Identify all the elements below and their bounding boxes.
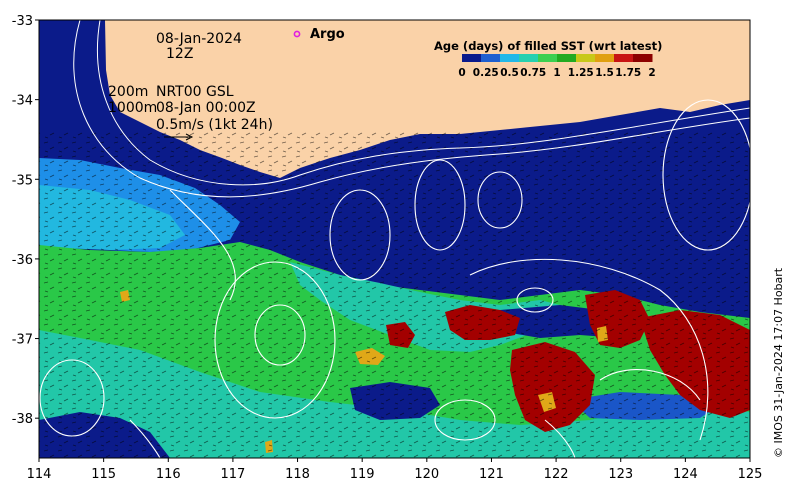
legend-color-swatch <box>519 54 539 62</box>
lon-tick-label: 121 <box>479 467 504 482</box>
legend-color-swatch <box>538 54 558 62</box>
lon-tick-label: 123 <box>608 467 633 482</box>
time-label: 12Z <box>166 46 193 62</box>
legend-tick-label: 1 <box>553 67 560 79</box>
latitude-axis: -33 -34 -35 -36 -37 -38 <box>12 14 39 427</box>
legend-colorbar <box>462 54 653 62</box>
lat-tick-label: -36 <box>12 253 33 268</box>
legend-tick-label: 1.75 <box>615 67 641 79</box>
product-time-label: 08-Jan 00:00Z <box>156 100 256 116</box>
legend-tick-label: 0 <box>458 67 465 79</box>
legend-tick-label: 2 <box>648 67 655 79</box>
depth-200-label: 200m <box>108 84 148 100</box>
lon-tick-label: 115 <box>91 467 116 482</box>
map-frame <box>38 19 751 459</box>
legend-color-swatch <box>481 54 501 62</box>
legend-color-swatch <box>462 54 482 62</box>
velocity-scale-arrow-icon <box>164 133 194 141</box>
velocity-vectors-field <box>39 130 750 458</box>
lon-tick-label: 125 <box>738 467 763 482</box>
lat-tick-label: -37 <box>12 333 33 348</box>
product-label: NRT00 GSL <box>156 84 234 100</box>
legend-tick-label: 0.75 <box>520 67 546 79</box>
legend-tick-label: 1.5 <box>595 67 614 79</box>
legend-color-swatch <box>614 54 634 62</box>
legend-title: Age (days) of filled SST (wrt latest) <box>434 39 662 53</box>
legend-tick-label: 0.25 <box>473 67 499 79</box>
sea-level-contours <box>39 99 750 458</box>
lat-tick-label: -34 <box>12 94 33 109</box>
legend-tick-label: 1.25 <box>568 67 594 79</box>
lat-tick-label: -33 <box>12 14 33 29</box>
lon-tick-label: 120 <box>414 467 439 482</box>
legend-color-swatch <box>576 54 596 62</box>
legend-tick-labels: 0 0.25 0.5 0.75 1 1.25 1.5 1.75 2 <box>458 67 655 79</box>
lon-tick-label: 124 <box>673 467 698 482</box>
isobath-200m <box>96 20 750 186</box>
lat-tick-label: -35 <box>12 173 33 188</box>
date-label: 08-Jan-2024 <box>156 31 242 47</box>
legend-color-swatch <box>500 54 520 62</box>
lon-tick-label: 117 <box>220 467 245 482</box>
isobath-1000m <box>73 20 750 198</box>
lon-tick-label: 119 <box>350 467 375 482</box>
argo-label: Argo <box>310 27 345 42</box>
lon-tick-label: 118 <box>285 467 310 482</box>
lat-tick-label: -38 <box>12 412 33 427</box>
velocity-scale-label: 0.5m/s (1kt 24h) <box>156 117 273 133</box>
depth-1000-label: 1000m <box>108 100 157 116</box>
argo-float-icon <box>293 30 301 38</box>
longitude-axis: 114 115 116 117 118 119 120 121 122 123 124 125 <box>27 458 763 482</box>
legend-tick-label: 0.5 <box>500 67 519 79</box>
lon-tick-label: 116 <box>156 467 181 482</box>
legend-color-swatch <box>633 54 653 62</box>
legend-color-swatch <box>557 54 577 62</box>
lon-tick-label: 114 <box>27 467 52 482</box>
legend-color-swatch <box>595 54 615 62</box>
lon-tick-label: 122 <box>544 467 569 482</box>
credit-label: © IMOS 31-Jan-2024 17:07 Hobart <box>772 267 785 458</box>
